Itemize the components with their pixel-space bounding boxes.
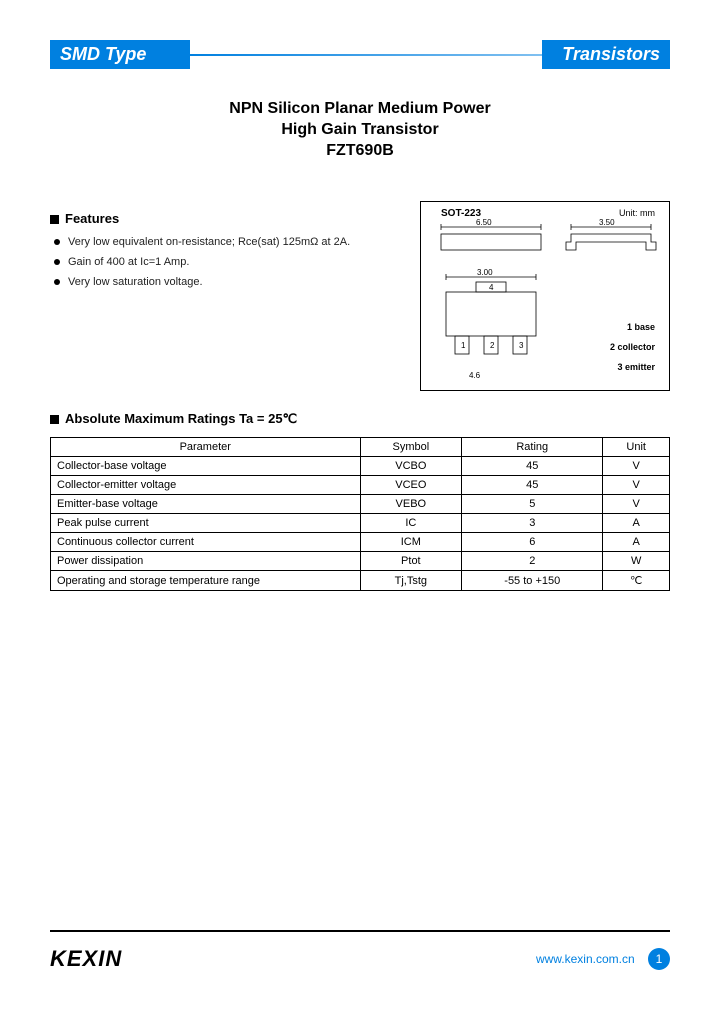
col-parameter: Parameter — [51, 438, 361, 457]
ratings-table: Parameter Symbol Rating Unit Collector-b… — [50, 437, 670, 591]
title-line-3: FZT690B — [50, 141, 670, 162]
table-row: Collector-emitter voltageVCEO45V — [51, 476, 670, 495]
svg-text:4: 4 — [489, 283, 494, 292]
svg-text:2: 2 — [490, 341, 495, 350]
table-cell: ICM — [360, 533, 462, 552]
table-cell: W — [603, 552, 670, 571]
page-number: 1 — [648, 948, 670, 970]
table-cell: Ptot — [360, 552, 462, 571]
table-row: Power dissipationPtot2W — [51, 552, 670, 571]
table-cell: A — [603, 533, 670, 552]
table-row: Emitter-base voltageVEBO5V — [51, 495, 670, 514]
table-cell: Emitter-base voltage — [51, 495, 361, 514]
title-line-2: High Gain Transistor — [50, 120, 670, 141]
package-diagram: SOT-223 Unit: mm — [420, 201, 670, 391]
table-cell: -55 to +150 — [462, 571, 603, 591]
table-cell: 6 — [462, 533, 603, 552]
feature-item: Gain of 400 at Ic=1 Amp. — [54, 256, 420, 268]
table-cell: ℃ — [603, 571, 670, 591]
footer-url: www.kexin.com.cn — [536, 952, 635, 966]
table-cell: Tj,Tstg — [360, 571, 462, 591]
page-title: NPN Silicon Planar Medium Power High Gai… — [50, 99, 670, 161]
title-line-1: NPN Silicon Planar Medium Power — [50, 99, 670, 120]
ratings-heading: Absolute Maximum Ratings Ta = 25℃ — [50, 411, 670, 427]
pin-2-label: 2 collector — [610, 342, 655, 352]
table-cell: 5 — [462, 495, 603, 514]
pin-3-label: 3 emitter — [617, 362, 655, 372]
feature-item: Very low equivalent on-resistance; Rce(s… — [54, 236, 420, 248]
table-cell: Power dissipation — [51, 552, 361, 571]
table-row: Peak pulse currentIC3A — [51, 514, 670, 533]
features-heading: Features — [50, 211, 420, 226]
features-section: Features Very low equivalent on-resistan… — [50, 201, 420, 391]
table-cell: 45 — [462, 457, 603, 476]
table-row: Operating and storage temperature rangeT… — [51, 571, 670, 591]
table-cell: VCEO — [360, 476, 462, 495]
dim-body-w: 3.00 — [477, 268, 493, 277]
header-rule — [190, 54, 542, 56]
dim-w1: 6.50 — [476, 218, 492, 227]
dim-w2: 3.50 — [599, 218, 615, 227]
brand-logo: KEXIN — [50, 946, 122, 972]
table-cell: 45 — [462, 476, 603, 495]
table-header-row: Parameter Symbol Rating Unit — [51, 438, 670, 457]
col-rating: Rating — [462, 438, 603, 457]
table-cell: V — [603, 476, 670, 495]
table-cell: Collector-base voltage — [51, 457, 361, 476]
header-bar: SMD Type Transistors — [50, 40, 670, 69]
table-cell: VCBO — [360, 457, 462, 476]
pin-1-label: 1 base — [627, 322, 655, 332]
footer-rule — [50, 930, 670, 932]
header-right: Transistors — [542, 40, 670, 69]
svg-text:1: 1 — [461, 341, 466, 350]
table-cell: VEBO — [360, 495, 462, 514]
table-cell: 2 — [462, 552, 603, 571]
table-cell: IC — [360, 514, 462, 533]
table-cell: V — [603, 457, 670, 476]
table-cell: V — [603, 495, 670, 514]
table-cell: Peak pulse current — [51, 514, 361, 533]
table-cell: Continuous collector current — [51, 533, 361, 552]
table-row: Continuous collector currentICM6A — [51, 533, 670, 552]
col-symbol: Symbol — [360, 438, 462, 457]
header-left: SMD Type — [50, 40, 190, 69]
table-row: Collector-base voltageVCBO45V — [51, 457, 670, 476]
dim-pkg-w: 4.6 — [469, 371, 480, 380]
page-footer: KEXIN www.kexin.com.cn 1 — [50, 930, 670, 972]
col-unit: Unit — [603, 438, 670, 457]
table-cell: Operating and storage temperature range — [51, 571, 361, 591]
feature-item: Very low saturation voltage. — [54, 276, 420, 288]
table-cell: Collector-emitter voltage — [51, 476, 361, 495]
svg-text:3: 3 — [519, 341, 524, 350]
table-cell: A — [603, 514, 670, 533]
table-cell: 3 — [462, 514, 603, 533]
